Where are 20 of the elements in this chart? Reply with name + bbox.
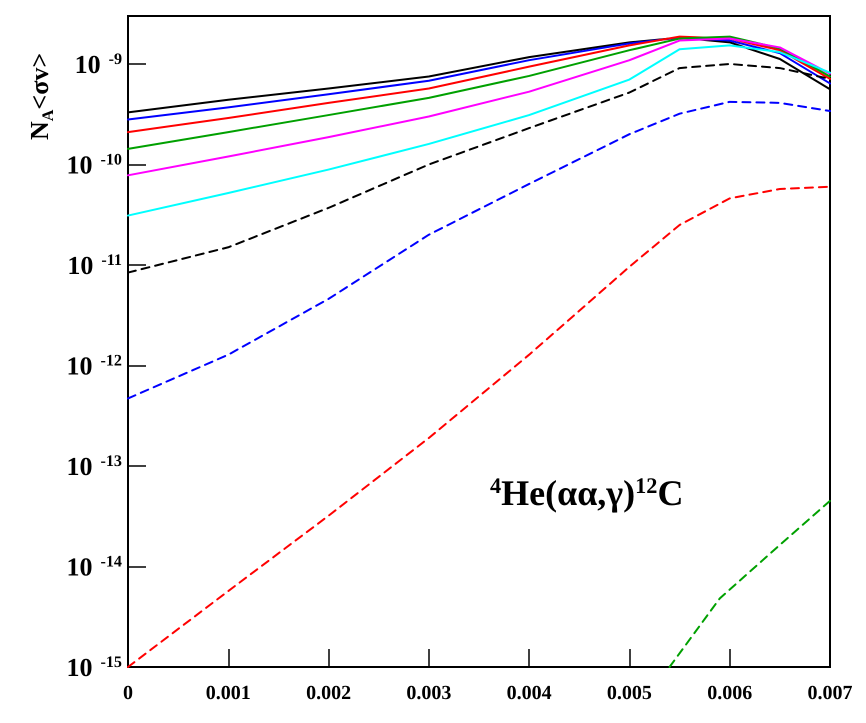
annotation: $^{4}$He(αα,γ)$^{12}$C xyxy=(490,472,684,513)
x-tick-label: 0.002 xyxy=(306,682,352,704)
y-tick-label: 10$^{-14}$ xyxy=(66,552,122,582)
x-tick-label: 0.005 xyxy=(606,682,652,704)
x-tick-label: 0.007 xyxy=(808,682,852,704)
line-series xyxy=(127,38,831,176)
y-tick-label: 10$^{-12}$ xyxy=(66,351,122,380)
x-tick-label: 0.003 xyxy=(406,682,452,704)
x-tick-label: 0.004 xyxy=(506,682,552,704)
x-tick-label: 0.001 xyxy=(206,682,251,704)
line-series xyxy=(127,100,831,400)
y-tick-label: 10$^{-9}$ xyxy=(74,50,122,79)
line-series xyxy=(127,186,831,668)
x-tick-label: 0.006 xyxy=(707,682,752,704)
y-tick-label: 10$^{-15}$ xyxy=(66,653,122,682)
y-tick-label: 10$^{-13}$ xyxy=(66,452,122,481)
y-tick-label: 10$^{-11}$ xyxy=(67,250,122,280)
x-tick-label: 0 xyxy=(123,682,133,704)
line-series xyxy=(127,44,831,217)
y-tick-label: 10$^{-10}$ xyxy=(66,150,122,180)
